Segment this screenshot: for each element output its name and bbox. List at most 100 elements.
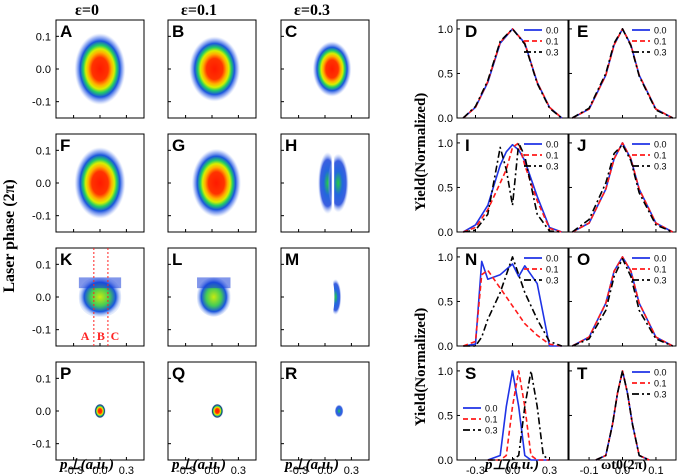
- ytick-label-P: -0.1: [32, 439, 51, 451]
- legend-label-I: 0.3: [546, 162, 559, 172]
- xtick-label-P: 0.0: [92, 465, 107, 475]
- panel-A: 0.1 0.0 -0.1 A: [32, 19, 145, 119]
- y-axis-label-yield-top: Yield(Normalized): [413, 93, 429, 212]
- panel-letter-F: F: [60, 136, 70, 155]
- legend-label-S: 0.0: [485, 404, 498, 414]
- xtick-label-S: -0.3: [466, 465, 485, 475]
- series-0.1-I: [462, 142, 563, 233]
- panel-P: 0.1 0.0 -0.1 -0.3 0.0 0.3 P: [32, 361, 145, 475]
- legend-label-T: 0.1: [654, 379, 667, 389]
- legend-label-E: 0.1: [654, 37, 667, 47]
- series-0.3-E: [571, 28, 674, 119]
- heatmap-A: [74, 33, 126, 105]
- xtick-label-R: 0.0: [317, 465, 332, 475]
- heatmap-P: [94, 403, 106, 419]
- ytick-label-A: -0.1: [32, 97, 51, 109]
- panel-M: M: [280, 247, 370, 347]
- density-right-H: [327, 153, 349, 213]
- density-P: [94, 403, 106, 419]
- legend-label-E: 0.0: [654, 26, 667, 36]
- frame-D: [456, 19, 569, 119]
- xtick-label-P: -0.3: [64, 465, 83, 475]
- ytick-label-N: 1.0: [438, 252, 453, 264]
- legend-label-J: 0.0: [654, 140, 667, 150]
- region-label-C: C: [111, 329, 120, 343]
- y-axis-label-yield-bottom: Yield(Normalized): [413, 308, 429, 427]
- xtick-label-Q: 0.3: [231, 465, 246, 475]
- ytick-label-A: 0.1: [36, 31, 51, 43]
- x-axis-label-col1: p⊥(a.u.): [58, 457, 114, 473]
- panel-N: 1.00.50.0N 0.00.10.3: [438, 247, 569, 353]
- legend-label-D: 0.0: [546, 26, 559, 36]
- ytick-label-S: 1.0: [438, 366, 453, 378]
- panel-letter-O: O: [577, 250, 590, 269]
- ytick-label-I: 1.0: [438, 138, 453, 150]
- heatmap-L: [197, 277, 231, 317]
- heatmap-Q: [211, 403, 224, 419]
- density-R: [334, 404, 344, 418]
- legend-label-J: 0.1: [654, 151, 667, 161]
- xtick-label-S: 0.3: [542, 465, 557, 475]
- column-title-eps-0: ε=0: [75, 2, 99, 19]
- panel-L: L: [167, 247, 257, 347]
- series-0.3-D: [462, 28, 563, 119]
- xtick-label-T: 0.0: [615, 465, 630, 475]
- xtick-label-T: -0.1: [580, 465, 599, 475]
- contour-Q: [212, 404, 223, 418]
- legend-label-N: 0.3: [546, 276, 559, 286]
- panel-R: -0.3 0.0 0.3 R: [280, 361, 370, 475]
- column-title-eps-0.1: ε=0.1: [181, 2, 217, 19]
- density-top-L: [197, 277, 231, 289]
- density-G: [191, 148, 242, 218]
- heatmap-H: [317, 151, 349, 215]
- legend-label-O: 0.0: [654, 254, 667, 264]
- xtick-label-P: 0.3: [119, 465, 134, 475]
- panel-letter-H: H: [285, 136, 297, 155]
- panel-letter-E: E: [577, 22, 588, 41]
- panel-letter-B: B: [172, 22, 184, 41]
- xtick-label-S: 0.0: [505, 465, 520, 475]
- legend-label-S: 0.1: [485, 415, 498, 425]
- xtick-label-Q: 0.0: [204, 465, 219, 475]
- series-0.3-T: [595, 370, 650, 461]
- x-axis-label-col2: p⊥(a.u.): [170, 457, 226, 473]
- series-0.1-J: [571, 142, 674, 233]
- ytick-label-F: 0.0: [36, 178, 51, 190]
- ytick-label-D: 0.5: [438, 68, 453, 80]
- ytick-label-N: 0.5: [438, 296, 453, 308]
- density-Q: [211, 403, 224, 419]
- legend-label-D: 0.1: [546, 37, 559, 47]
- legend-label-E: 0.3: [654, 48, 667, 58]
- panel-G: G: [167, 133, 257, 233]
- density-F: [74, 147, 126, 219]
- panel-letter-N: N: [465, 250, 477, 269]
- panel-letter-S: S: [465, 364, 476, 383]
- ytick-label-F: -0.1: [32, 211, 51, 223]
- heatmap-F: [74, 147, 126, 219]
- column-title-eps-0.3: ε=0.3: [294, 2, 330, 19]
- xtick-label-R: -0.3: [289, 465, 308, 475]
- panel-O: O 0.00.10.3: [568, 247, 677, 347]
- panel-I: 1.00.50.0I 0.00.10.3: [438, 133, 569, 239]
- heatmap-K: [78, 277, 122, 317]
- panel-C: C: [280, 19, 370, 119]
- ytick-label-S: 0.0: [438, 455, 453, 467]
- ytick-label-K: -0.1: [32, 325, 51, 337]
- legend-label-O: 0.1: [654, 265, 667, 275]
- series-0.1-S: [487, 370, 550, 461]
- legend-label-D: 0.3: [546, 48, 559, 58]
- panel-B: B: [167, 19, 257, 119]
- xtick-label-Q: -0.3: [176, 465, 195, 475]
- density-A: [74, 33, 126, 105]
- series-0.3-J: [571, 143, 674, 233]
- xtick-label-R: 0.3: [344, 465, 359, 475]
- contour-P: [95, 404, 105, 418]
- ytick-label-K: 0.0: [36, 292, 51, 304]
- ytick-label-A: 0.0: [36, 64, 51, 76]
- panel-K: 0.1 0.0 -0.1 K A B C: [32, 247, 145, 347]
- series-0.3-I: [463, 142, 562, 233]
- panel-letter-A: A: [60, 22, 72, 41]
- ytick-label-N: 0.0: [438, 341, 453, 353]
- heatmap-M: [326, 277, 342, 317]
- ytick-label-P: 0.1: [36, 373, 51, 385]
